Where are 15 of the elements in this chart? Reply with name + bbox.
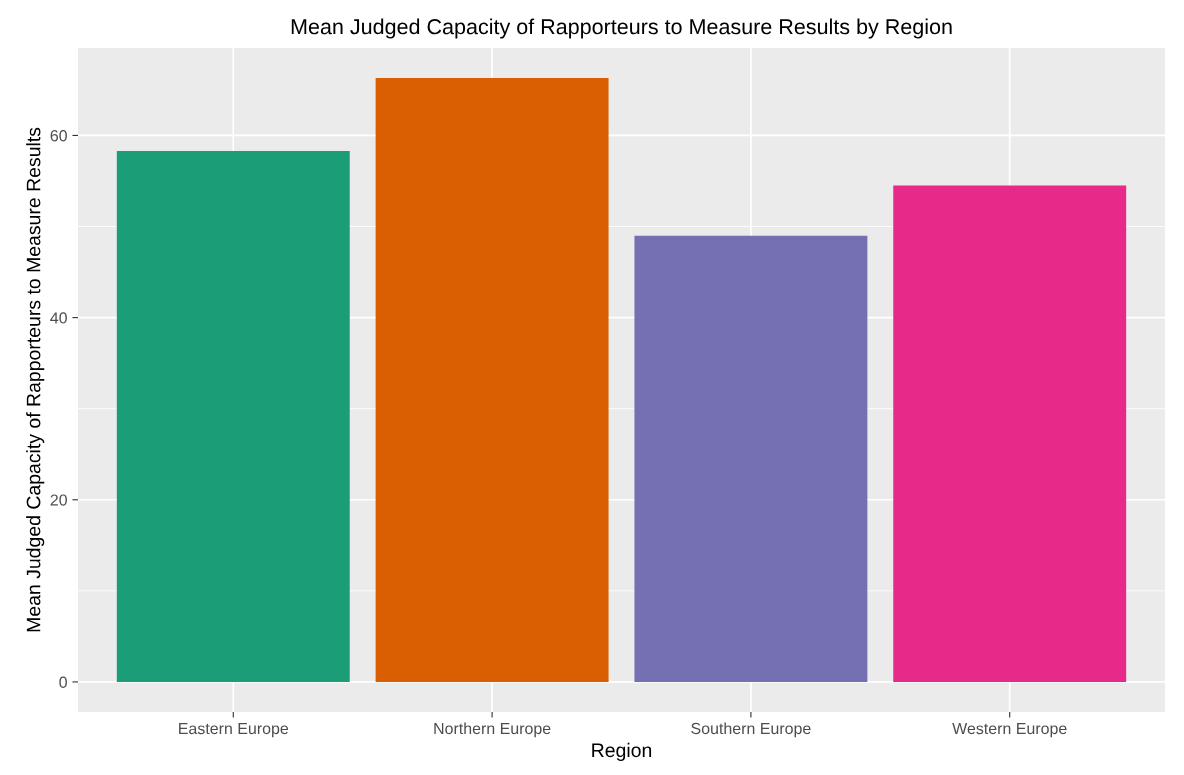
bar: [375, 78, 609, 682]
chart-title: Mean Judged Capacity of Rapporteurs to Measure Results by Region: [291, 18, 952, 39]
y-tick-label: 0: [59, 676, 67, 688]
y-tick-label: 40: [50, 312, 67, 324]
bar: [893, 185, 1127, 682]
y-tick-label: 20: [50, 494, 67, 506]
x-tick-label: Eastern Europe: [179, 723, 289, 738]
bar: [634, 235, 868, 682]
bar: [116, 150, 350, 682]
x-tick-label: Southern Europe: [691, 722, 811, 738]
y-axis-title: Mean Judged Capacity of Rapporteurs to Measure Results: [26, 127, 45, 632]
x-tick-label: Northern Europe: [434, 722, 551, 738]
x-axis-title: Region: [592, 742, 652, 761]
x-tick-label: Western Europe: [952, 723, 1067, 738]
y-tick-label: 60: [50, 130, 67, 142]
